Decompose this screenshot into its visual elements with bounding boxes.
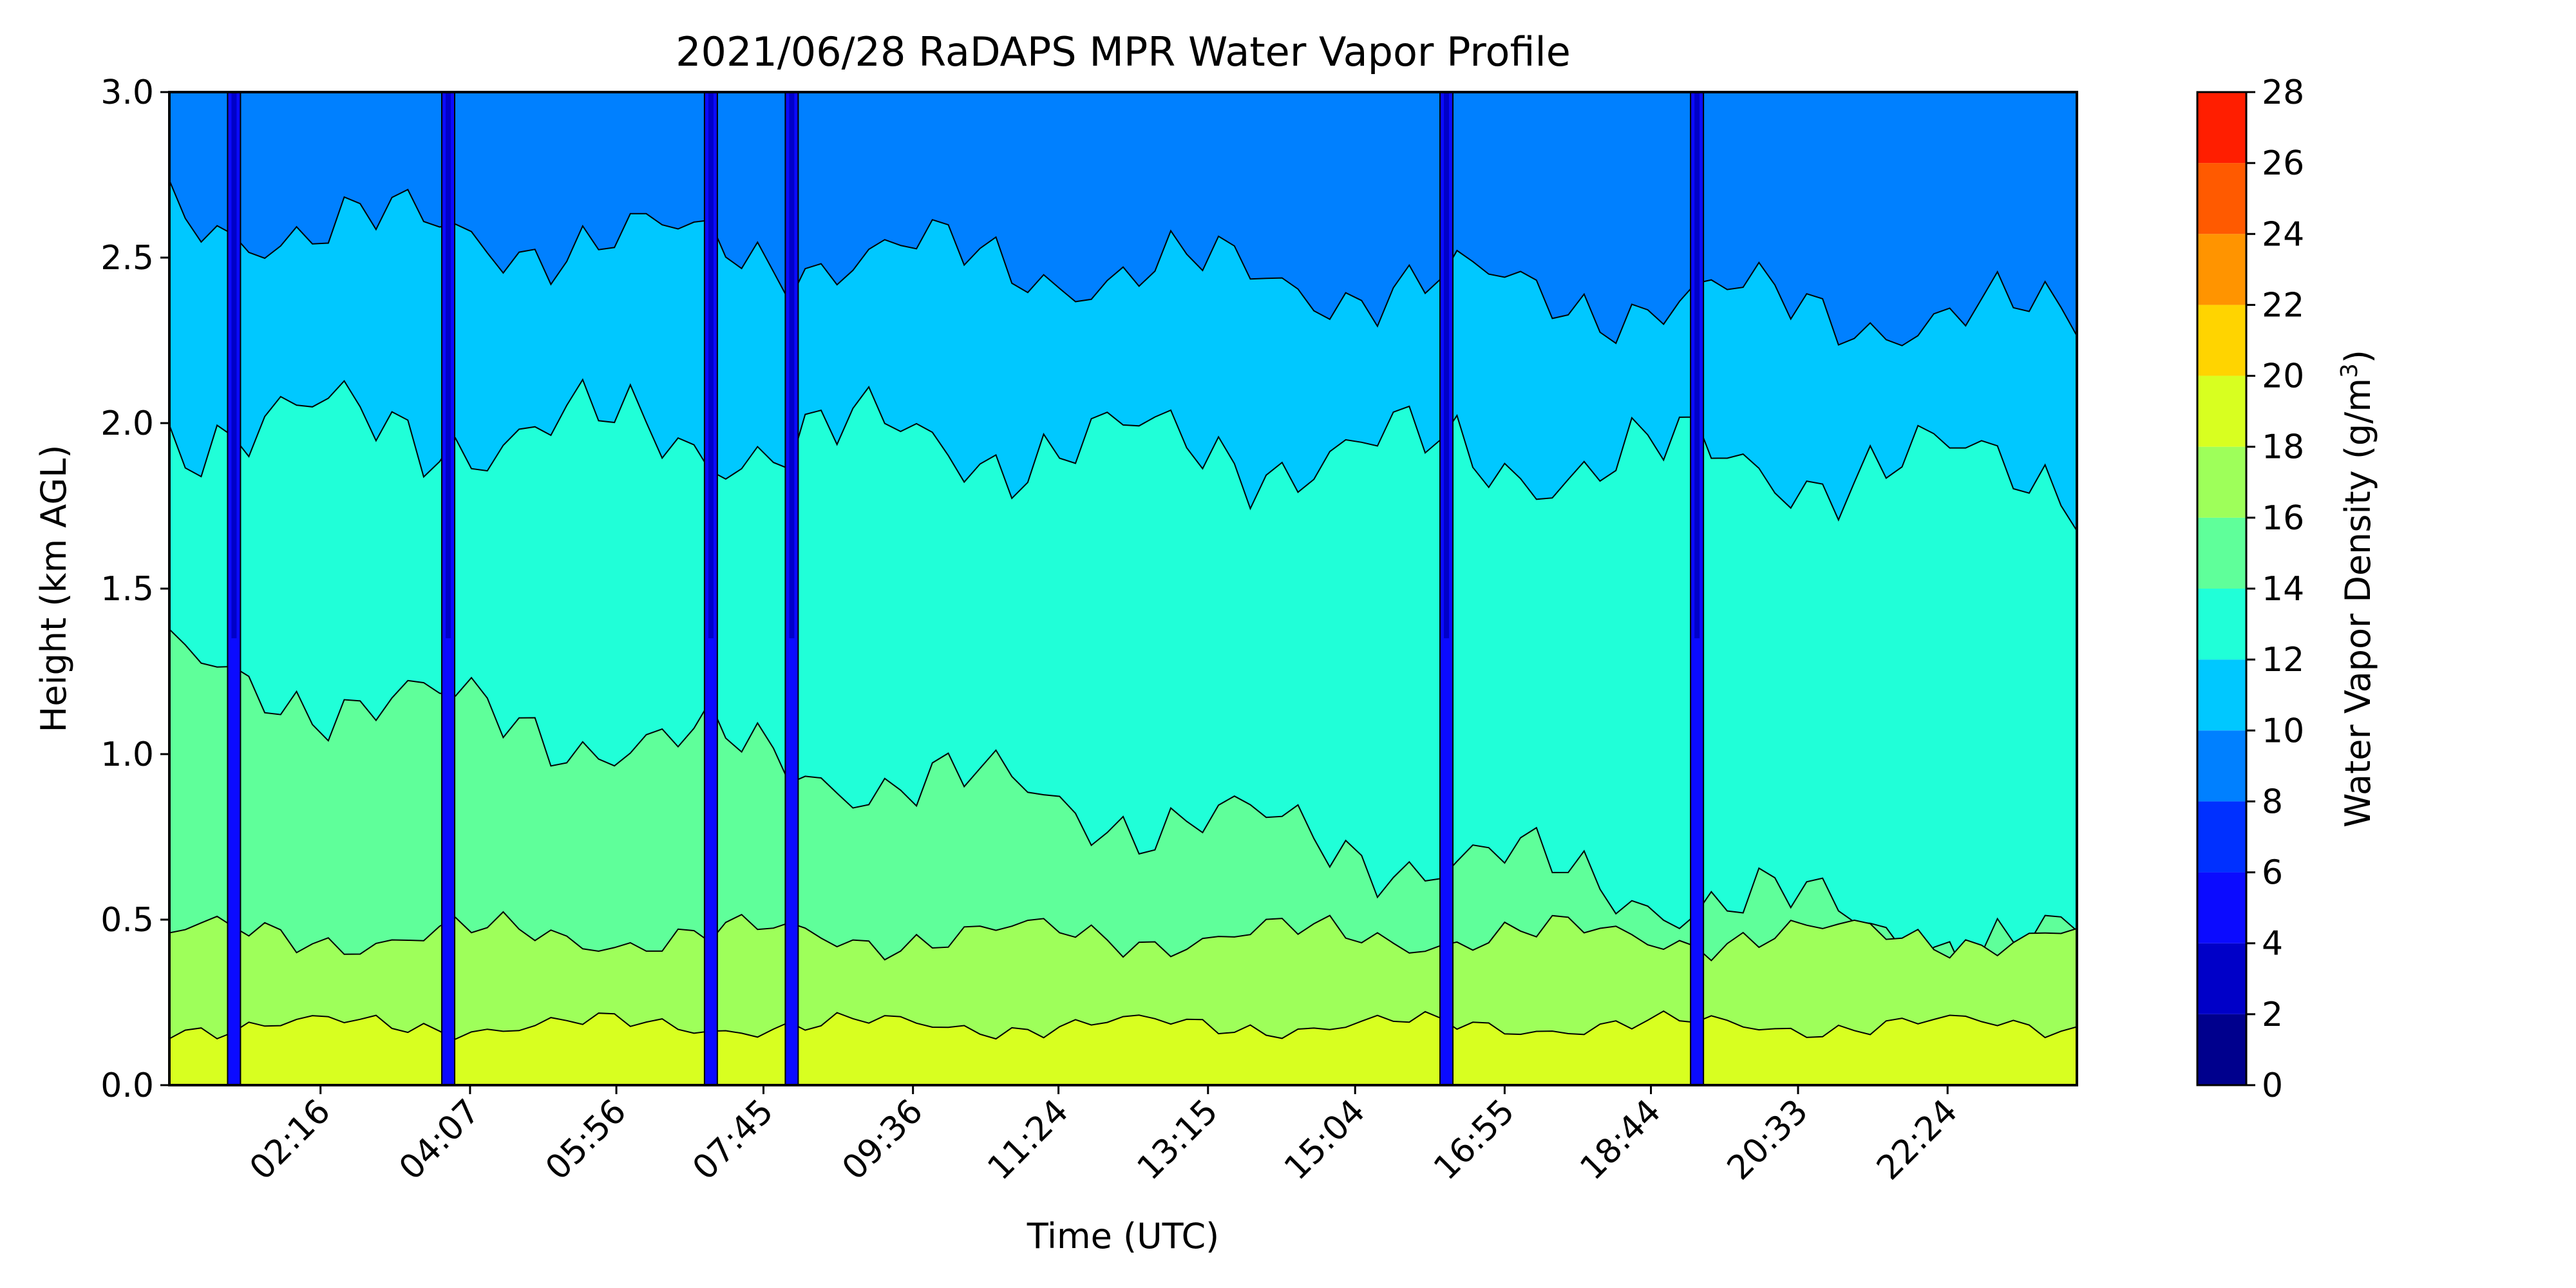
colorbar-segment <box>2197 872 2246 943</box>
colorbar-tick-label: 26 <box>2262 144 2304 183</box>
colorbar-segment <box>2197 517 2246 589</box>
x-tick-label: 07:45 <box>685 1092 781 1188</box>
y-tick-label: 1.0 <box>100 735 154 774</box>
x-tick-label: 16:55 <box>1426 1092 1522 1188</box>
colorbar-segment <box>2197 589 2246 660</box>
colorbar-tick-label: 8 <box>2262 782 2283 821</box>
colorbar-tick-label: 20 <box>2262 357 2304 396</box>
colorbar-segment <box>2197 801 2246 873</box>
y-tick-label: 0.0 <box>100 1066 154 1105</box>
dry-spike-core <box>708 92 714 639</box>
colorbar-tick-label: 16 <box>2262 499 2304 538</box>
colorbar-segment <box>2197 305 2246 376</box>
colorbar-tick-label: 12 <box>2262 641 2304 679</box>
x-tick-label: 15:04 <box>1277 1092 1372 1188</box>
colorbar-segment <box>2197 92 2246 164</box>
y-tick-label: 2.5 <box>100 239 154 278</box>
x-tick-label: 22:24 <box>1870 1092 1965 1188</box>
colorbar-tick-label: 14 <box>2262 570 2304 609</box>
chart-title: 2021/06/28 RaDAPS MPR Water Vapor Profil… <box>676 28 1571 75</box>
x-tick-label: 04:07 <box>392 1092 488 1188</box>
colorbar-tick-label: 28 <box>2262 73 2304 112</box>
colorbar-segment <box>2197 163 2246 234</box>
colorbar-tick-label: 6 <box>2262 854 2283 893</box>
colorbar-tick-label: 22 <box>2262 286 2304 325</box>
x-tick-label: 18:44 <box>1573 1092 1668 1188</box>
contour-bands <box>169 92 2077 1085</box>
colorbar-tick-label: 2 <box>2262 996 2283 1034</box>
colorbar-tick-label: 0 <box>2262 1066 2283 1105</box>
y-axis-label: Height (km AGL) <box>33 445 74 733</box>
colorbar-segment <box>2197 730 2246 802</box>
dry-spike-core <box>1694 92 1700 639</box>
colorbar-segment <box>2197 943 2246 1014</box>
dry-spikes <box>227 92 1705 1085</box>
colorbar-label-superscript: 3 <box>2336 363 2363 378</box>
y-tick-label: 0.5 <box>100 901 154 940</box>
x-axis-label: Time (UTC) <box>1027 1216 1220 1256</box>
dry-spike-core <box>231 92 237 639</box>
colorbar-tick-label: 10 <box>2262 712 2304 750</box>
band-16-18 <box>169 1010 2077 1085</box>
y-tick-label: 1.5 <box>100 570 154 609</box>
colorbar-tick-label: 24 <box>2262 215 2304 254</box>
dry-spike-core <box>789 92 795 639</box>
dry-spike-core <box>446 92 451 639</box>
x-tick-label: 09:36 <box>835 1092 930 1188</box>
y-axis: 0.0 0.5 1.0 1.5 2.0 2.5 3.0 <box>100 73 169 1105</box>
colorbar-segment <box>2197 659 2246 731</box>
colorbar-segment <box>2197 446 2246 518</box>
colorbar-segment <box>2197 375 2246 447</box>
colorbar-label-close: ) <box>2338 350 2378 363</box>
colorbar-tick-label: 18 <box>2262 428 2304 467</box>
colorbar-segment <box>2197 234 2246 305</box>
colorbar-label: Water Vapor Density (g/m3) <box>2336 350 2378 828</box>
colorbar-label-text: Water Vapor Density (g/m <box>2338 378 2378 828</box>
x-tick-label: 02:16 <box>243 1092 338 1188</box>
colorbar-tick-label: 4 <box>2262 925 2283 963</box>
y-tick-label: 3.0 <box>100 73 154 112</box>
x-tick-label: 11:24 <box>980 1092 1075 1188</box>
x-tick-label: 13:15 <box>1130 1092 1226 1188</box>
x-axis: 02:16 04:07 05:56 07:45 09:36 11:24 13:15 15:04… <box>243 1085 1965 1188</box>
dry-spike-core <box>1444 92 1450 639</box>
y-tick-label: 2.0 <box>100 404 154 443</box>
x-tick-label: 05:56 <box>538 1092 634 1188</box>
x-tick-label: 20:33 <box>1720 1092 1815 1188</box>
colorbar-segment <box>2197 1014 2246 1085</box>
plot-area <box>169 92 2077 1085</box>
